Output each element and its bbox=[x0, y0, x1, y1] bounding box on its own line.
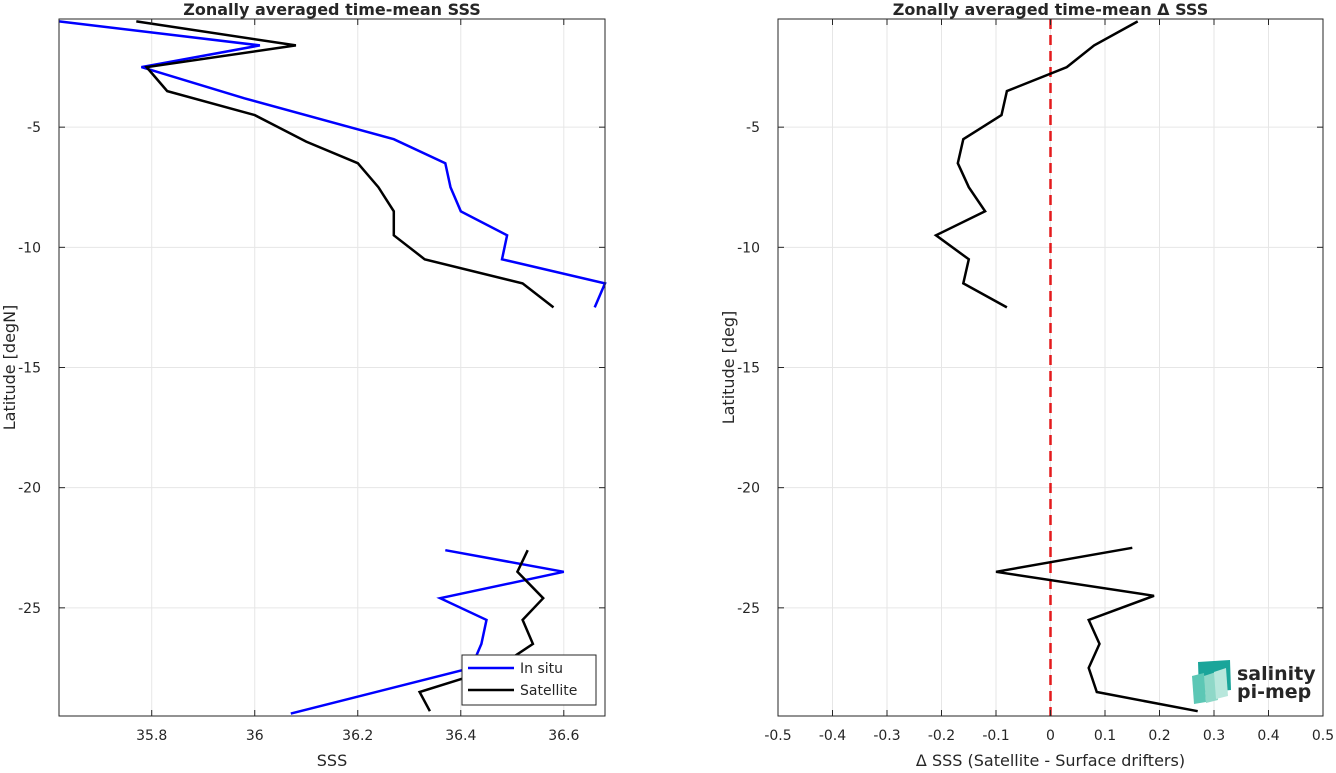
legend: In situ Satellite bbox=[461, 654, 597, 706]
x-tick-label: -0.5 bbox=[764, 728, 791, 744]
x-axis-label: Δ SSS (Satellite - Surface drifters) bbox=[916, 751, 1185, 769]
y-axis-label: Latitude [degN] bbox=[0, 305, 19, 431]
series-line-satellite bbox=[417, 549, 545, 712]
salinity-pi-mep-logo: salinity pi-mep bbox=[1192, 660, 1316, 704]
series-line-0 bbox=[995, 546, 1198, 713]
logo-mark-icon bbox=[1192, 660, 1231, 704]
y-tick-label: -5 bbox=[27, 120, 41, 136]
legend-label-in-situ: In situ bbox=[520, 661, 563, 677]
x-tick-label: -0.3 bbox=[873, 728, 900, 744]
x-tick-label: 36.4 bbox=[445, 728, 476, 744]
sss-panel: 35.8 36 36.2 36.4 36.6 -5 -10 -15 -20 -25 Zonally … bbox=[0, 0, 607, 770]
y-tick-label: -20 bbox=[18, 481, 41, 497]
x-tick-label: 0 bbox=[1046, 728, 1055, 744]
x-tick-label: 35.8 bbox=[136, 728, 167, 744]
legend-box bbox=[461, 654, 597, 706]
x-tick-label: 36.2 bbox=[342, 728, 373, 744]
y-tick-label: -25 bbox=[737, 601, 760, 617]
x-tick-label: 0.2 bbox=[1148, 728, 1170, 744]
logo-text-line1: salinity bbox=[1237, 663, 1316, 685]
y-tick-label: -20 bbox=[737, 481, 760, 497]
legend-label-satellite: Satellite bbox=[520, 683, 577, 699]
x-tick-label: 36 bbox=[246, 728, 264, 744]
chart-title: Zonally averaged time-mean SSS bbox=[183, 0, 481, 19]
y-tick-label: -10 bbox=[18, 240, 41, 256]
y-axis-label: Latitude [deg] bbox=[719, 311, 738, 425]
x-tick-label: 0.5 bbox=[1312, 728, 1334, 744]
series-line-in-situ bbox=[58, 20, 607, 308]
delta-sss-panel: -0.5 -0.4 -0.3 -0.2 -0.1 0 0.1 0.2 0.3 0.4 0.5 -5 -1… bbox=[719, 0, 1334, 770]
chart-title: Zonally averaged time-mean Δ SSS bbox=[893, 0, 1209, 19]
x-tick-label: -0.4 bbox=[819, 728, 846, 744]
x-tick-label: -0.1 bbox=[982, 728, 1009, 744]
logo-text-line2: pi-mep bbox=[1237, 681, 1311, 703]
x-axis-label: SSS bbox=[317, 751, 347, 769]
y-tick-label: -15 bbox=[18, 361, 41, 377]
series-line-0 bbox=[933, 20, 1139, 309]
series-line-satellite bbox=[136, 20, 555, 309]
x-tick-label: 0.1 bbox=[1094, 728, 1116, 744]
y-tick-label: -5 bbox=[746, 120, 760, 136]
x-tick-label: 0.3 bbox=[1203, 728, 1225, 744]
x-tick-label: -0.2 bbox=[928, 728, 955, 744]
y-tick-label: -10 bbox=[737, 240, 760, 256]
x-tick-label: 36.6 bbox=[548, 728, 579, 744]
y-tick-label: -15 bbox=[737, 361, 760, 377]
y-tick-label: -25 bbox=[18, 601, 41, 617]
x-tick-label: 0.4 bbox=[1257, 728, 1279, 744]
